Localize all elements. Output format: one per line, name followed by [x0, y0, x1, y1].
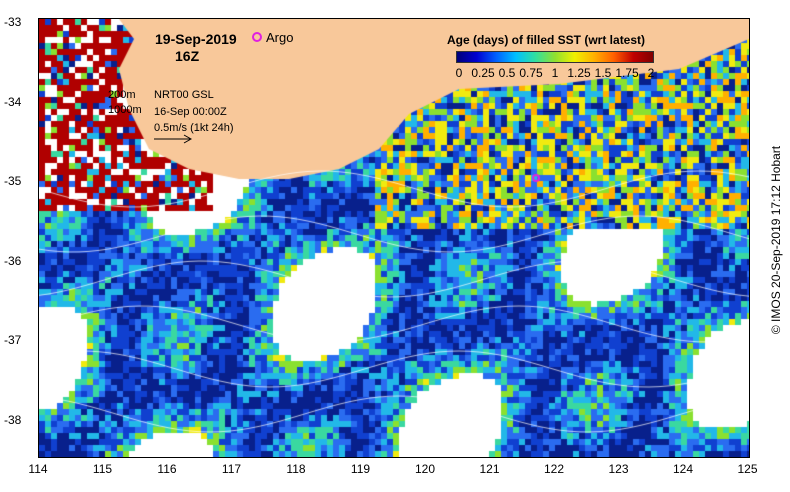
colorbar-tick-label: 0.75	[519, 66, 543, 80]
y-tick-label: -34	[4, 94, 22, 109]
map-hour: 16Z	[175, 48, 200, 64]
vector-scale-label: 0.5m/s (1kt 24h)	[154, 122, 234, 134]
colorbar-tick-label: 1.75	[615, 66, 639, 80]
colorbar-tick-label: 2	[647, 66, 655, 80]
map-frame	[38, 18, 750, 458]
x-tick-label: 116	[157, 462, 177, 476]
argo-marker-icon	[252, 32, 262, 42]
x-tick-label: 120	[414, 462, 436, 476]
x-tick-label: 122	[543, 462, 565, 476]
x-tick-label: 117	[221, 462, 242, 476]
sst-age-map	[39, 19, 749, 457]
x-tick-label: 125	[737, 462, 758, 476]
timestamp-label: 16-Sep 00:00Z	[154, 106, 227, 118]
colorbar-title: Age (days) of filled SST (wrt latest)	[447, 33, 646, 47]
map-date: 19-Sep-2019	[155, 31, 237, 47]
product-label: NRT00 GSL	[154, 89, 214, 101]
colorbar-tick-label: 0.25	[471, 66, 495, 80]
isobath-200-label: 200m	[108, 89, 136, 101]
y-tick-label: -33	[4, 15, 22, 29]
copyright-text: © IMOS 20-Sep-2019 17:12 Hobart	[769, 145, 783, 335]
isobath-1000-label: 1000m	[108, 104, 142, 116]
y-tick-label: -35	[4, 174, 22, 188]
colorbar-tick-label: 0	[455, 66, 463, 80]
y-tick-label: -37	[4, 333, 22, 347]
colorbar	[456, 51, 654, 63]
vector-scale-arrow-icon	[154, 134, 193, 144]
x-tick-label: 114	[28, 462, 48, 476]
x-tick-label: 115	[92, 462, 113, 476]
argo-label: Argo	[266, 30, 294, 45]
x-tick-label: 124	[672, 462, 694, 476]
x-tick-label: 119	[350, 462, 371, 476]
y-tick-label: -38	[4, 412, 22, 427]
colorbar-tick-label: 1.5	[594, 66, 612, 80]
colorbar-tick-label: 1	[551, 66, 559, 80]
x-tick-label: 118	[286, 462, 306, 476]
colorbar-tick-label: 1.25	[567, 66, 591, 80]
x-tick-label: 123	[608, 462, 629, 476]
x-tick-label: 121	[479, 462, 500, 476]
y-tick-label: -36	[4, 253, 22, 268]
colorbar-tick-label: 0.5	[498, 66, 516, 80]
